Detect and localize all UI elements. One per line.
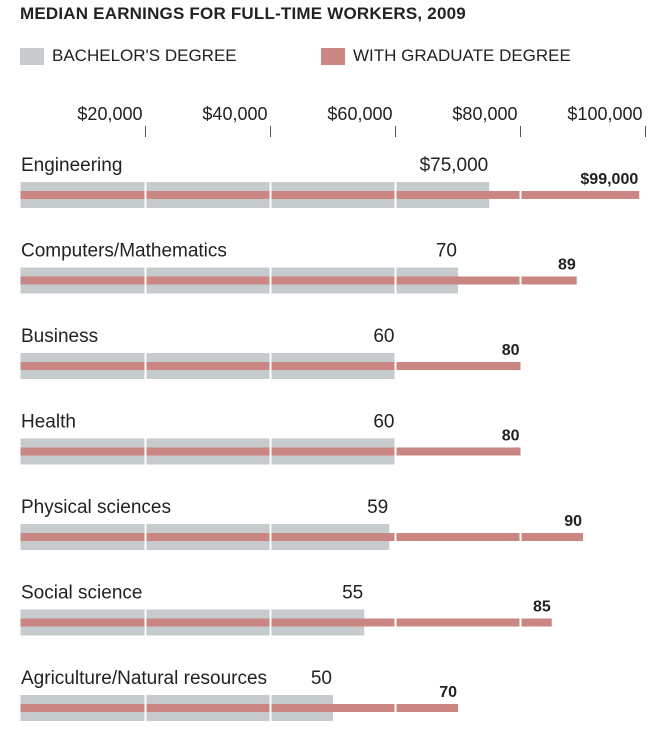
bachelor-value-label: 70: [436, 241, 457, 262]
category-label: Health: [21, 412, 76, 433]
graduate-value-label: 85: [533, 599, 551, 616]
category-label: Physical sciences: [21, 497, 171, 518]
graduate-value-label: 80: [502, 342, 520, 359]
graduate-bar: [20, 704, 458, 712]
x-tick-label: $40,000: [202, 104, 267, 124]
x-tick-label: $20,000: [77, 104, 142, 124]
graduate-bar: [20, 618, 552, 627]
x-tick-label: $60,000: [327, 104, 392, 124]
category-label: Business: [21, 326, 98, 347]
graduate-value-label: $99,000: [580, 171, 638, 188]
bachelor-value-label: $75,000: [420, 155, 489, 176]
graduate-bar: [20, 191, 640, 199]
legend-graduate-swatch: [321, 47, 345, 65]
category-label: Engineering: [21, 155, 122, 176]
category-label: Social science: [21, 583, 142, 604]
graduate-value-label: 70: [439, 684, 457, 701]
legend-bachelor-label: BACHELOR'S DEGREE: [52, 46, 237, 65]
graduate-bar: [20, 533, 583, 541]
graduate-value-label: 80: [502, 428, 520, 445]
bachelor-value-label: 59: [367, 497, 388, 518]
legend-bachelor: BACHELOR'S DEGREE: [20, 46, 237, 66]
chart-title: MEDIAN EARNINGS FOR FULL-TIME WORKERS, 2…: [20, 4, 466, 23]
graduate-value-label: 89: [558, 257, 576, 274]
legend-bachelor-swatch: [20, 47, 44, 65]
graduate-value-label: 90: [564, 513, 582, 530]
x-tick-label: $100,000: [567, 104, 642, 124]
legend-graduate-label: WITH GRADUATE DEGREE: [353, 46, 571, 65]
legend-graduate: WITH GRADUATE DEGREE: [321, 46, 571, 66]
graduate-bar: [20, 276, 577, 285]
category-label: Agriculture/Natural resources: [21, 668, 267, 689]
bachelor-value-label: 55: [342, 583, 363, 604]
category-label: Computers/Mathematics: [21, 241, 227, 262]
x-tick-label: $80,000: [452, 104, 517, 124]
bachelor-value-label: 50: [311, 668, 332, 689]
bachelor-value-label: 60: [373, 326, 394, 347]
bachelor-value-label: 60: [373, 412, 394, 433]
